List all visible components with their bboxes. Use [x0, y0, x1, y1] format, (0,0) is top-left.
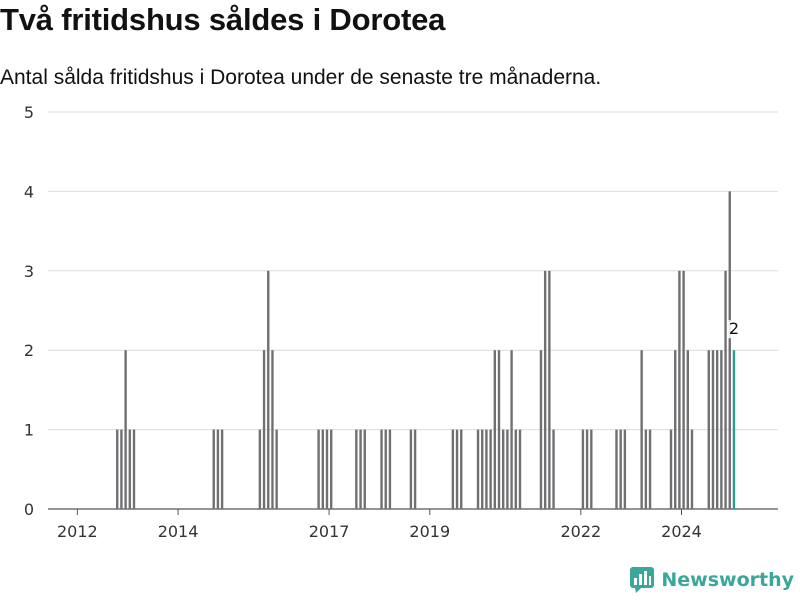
bar: [321, 429, 324, 509]
bar: [690, 429, 694, 509]
bar: [317, 429, 320, 509]
bar: [518, 429, 522, 509]
bar: [669, 429, 673, 509]
x-tick-label: 2012: [57, 522, 98, 541]
gridlines: [48, 111, 778, 510]
x-tick-label: 2014: [158, 522, 199, 541]
bar: [359, 429, 362, 509]
bar: [384, 429, 387, 509]
y-tick-label: 0: [24, 500, 34, 519]
bar: [548, 270, 551, 509]
bar: [711, 350, 715, 509]
bar: [686, 350, 689, 509]
bar: [116, 429, 119, 509]
bar: [720, 350, 723, 509]
x-tick-label: 2017: [309, 522, 350, 541]
bar: [120, 429, 123, 509]
bar: [581, 429, 585, 509]
bar: [724, 270, 727, 509]
bar: [355, 429, 358, 509]
x-axis-ticks: 2012 2014 2017 2019 2022 2024: [57, 509, 702, 541]
bar: [493, 350, 497, 509]
bar: [388, 429, 392, 509]
brand-name: Newsworthy: [661, 569, 794, 591]
y-tick-label: 4: [24, 182, 34, 201]
bar: [409, 429, 413, 509]
bar: [476, 429, 480, 509]
bar: [497, 350, 501, 509]
bar: [678, 270, 681, 509]
bar: [128, 429, 132, 509]
bar: [506, 429, 509, 509]
bar: [640, 350, 643, 509]
bar: [262, 350, 266, 509]
bar: [728, 191, 731, 509]
bar: [325, 429, 329, 509]
bar: [552, 429, 555, 509]
y-tick-label: 1: [24, 421, 34, 440]
x-tick-label: 2022: [560, 522, 601, 541]
bar-chart: 0 1 2 3 4 5 2012 2014 2017 2019 2022 2024 2: [24, 103, 778, 541]
bar: [481, 429, 484, 509]
bar: [674, 350, 677, 509]
highlighted-bar: [732, 350, 736, 509]
bar: [619, 429, 622, 509]
bar: [715, 350, 719, 509]
bar: [216, 429, 220, 509]
bar: [460, 429, 463, 509]
data-label-background: [726, 320, 741, 339]
y-tick-label: 3: [24, 262, 34, 281]
bar: [623, 429, 627, 509]
bar: [271, 350, 274, 509]
bar: [413, 429, 417, 509]
bar: [267, 270, 270, 509]
bar: [590, 429, 593, 509]
bar: [543, 270, 547, 509]
data-labels: 2: [726, 319, 741, 339]
bar: [212, 429, 215, 509]
bar: [514, 429, 517, 509]
bar: [363, 429, 366, 509]
bars: [116, 191, 736, 509]
bar: [510, 350, 513, 509]
bar: [258, 429, 262, 509]
data-label: 2: [729, 319, 739, 338]
bar: [220, 429, 224, 509]
bar: [502, 429, 505, 509]
chart-subtitle: Antal sålda fritidshus i Dorotea under d…: [0, 66, 602, 89]
bar: [455, 429, 459, 509]
bar: [615, 429, 618, 509]
newsworthy-logo-icon: [630, 567, 655, 593]
bar: [489, 429, 492, 509]
bar: [124, 350, 127, 509]
bar: [539, 350, 543, 509]
bar: [648, 429, 652, 509]
y-tick-label: 2: [24, 341, 34, 360]
x-tick-label: 2024: [661, 522, 702, 541]
y-tick-label: 5: [24, 103, 34, 122]
bar: [644, 429, 648, 509]
y-axis-ticks: 0 1 2 3 4 5: [24, 103, 34, 519]
bar: [380, 429, 383, 509]
chart-title: Två fritidshus såldes i Dorotea: [0, 2, 446, 37]
bar: [485, 429, 488, 509]
bar: [132, 429, 136, 509]
bar: [682, 270, 685, 509]
bar: [707, 350, 710, 509]
bar: [585, 429, 589, 509]
x-tick-label: 2019: [409, 522, 450, 541]
bar: [329, 429, 333, 509]
newsworthy-logo: Newsworthy: [629, 566, 794, 594]
bar: [451, 429, 455, 509]
bar: [275, 429, 278, 509]
